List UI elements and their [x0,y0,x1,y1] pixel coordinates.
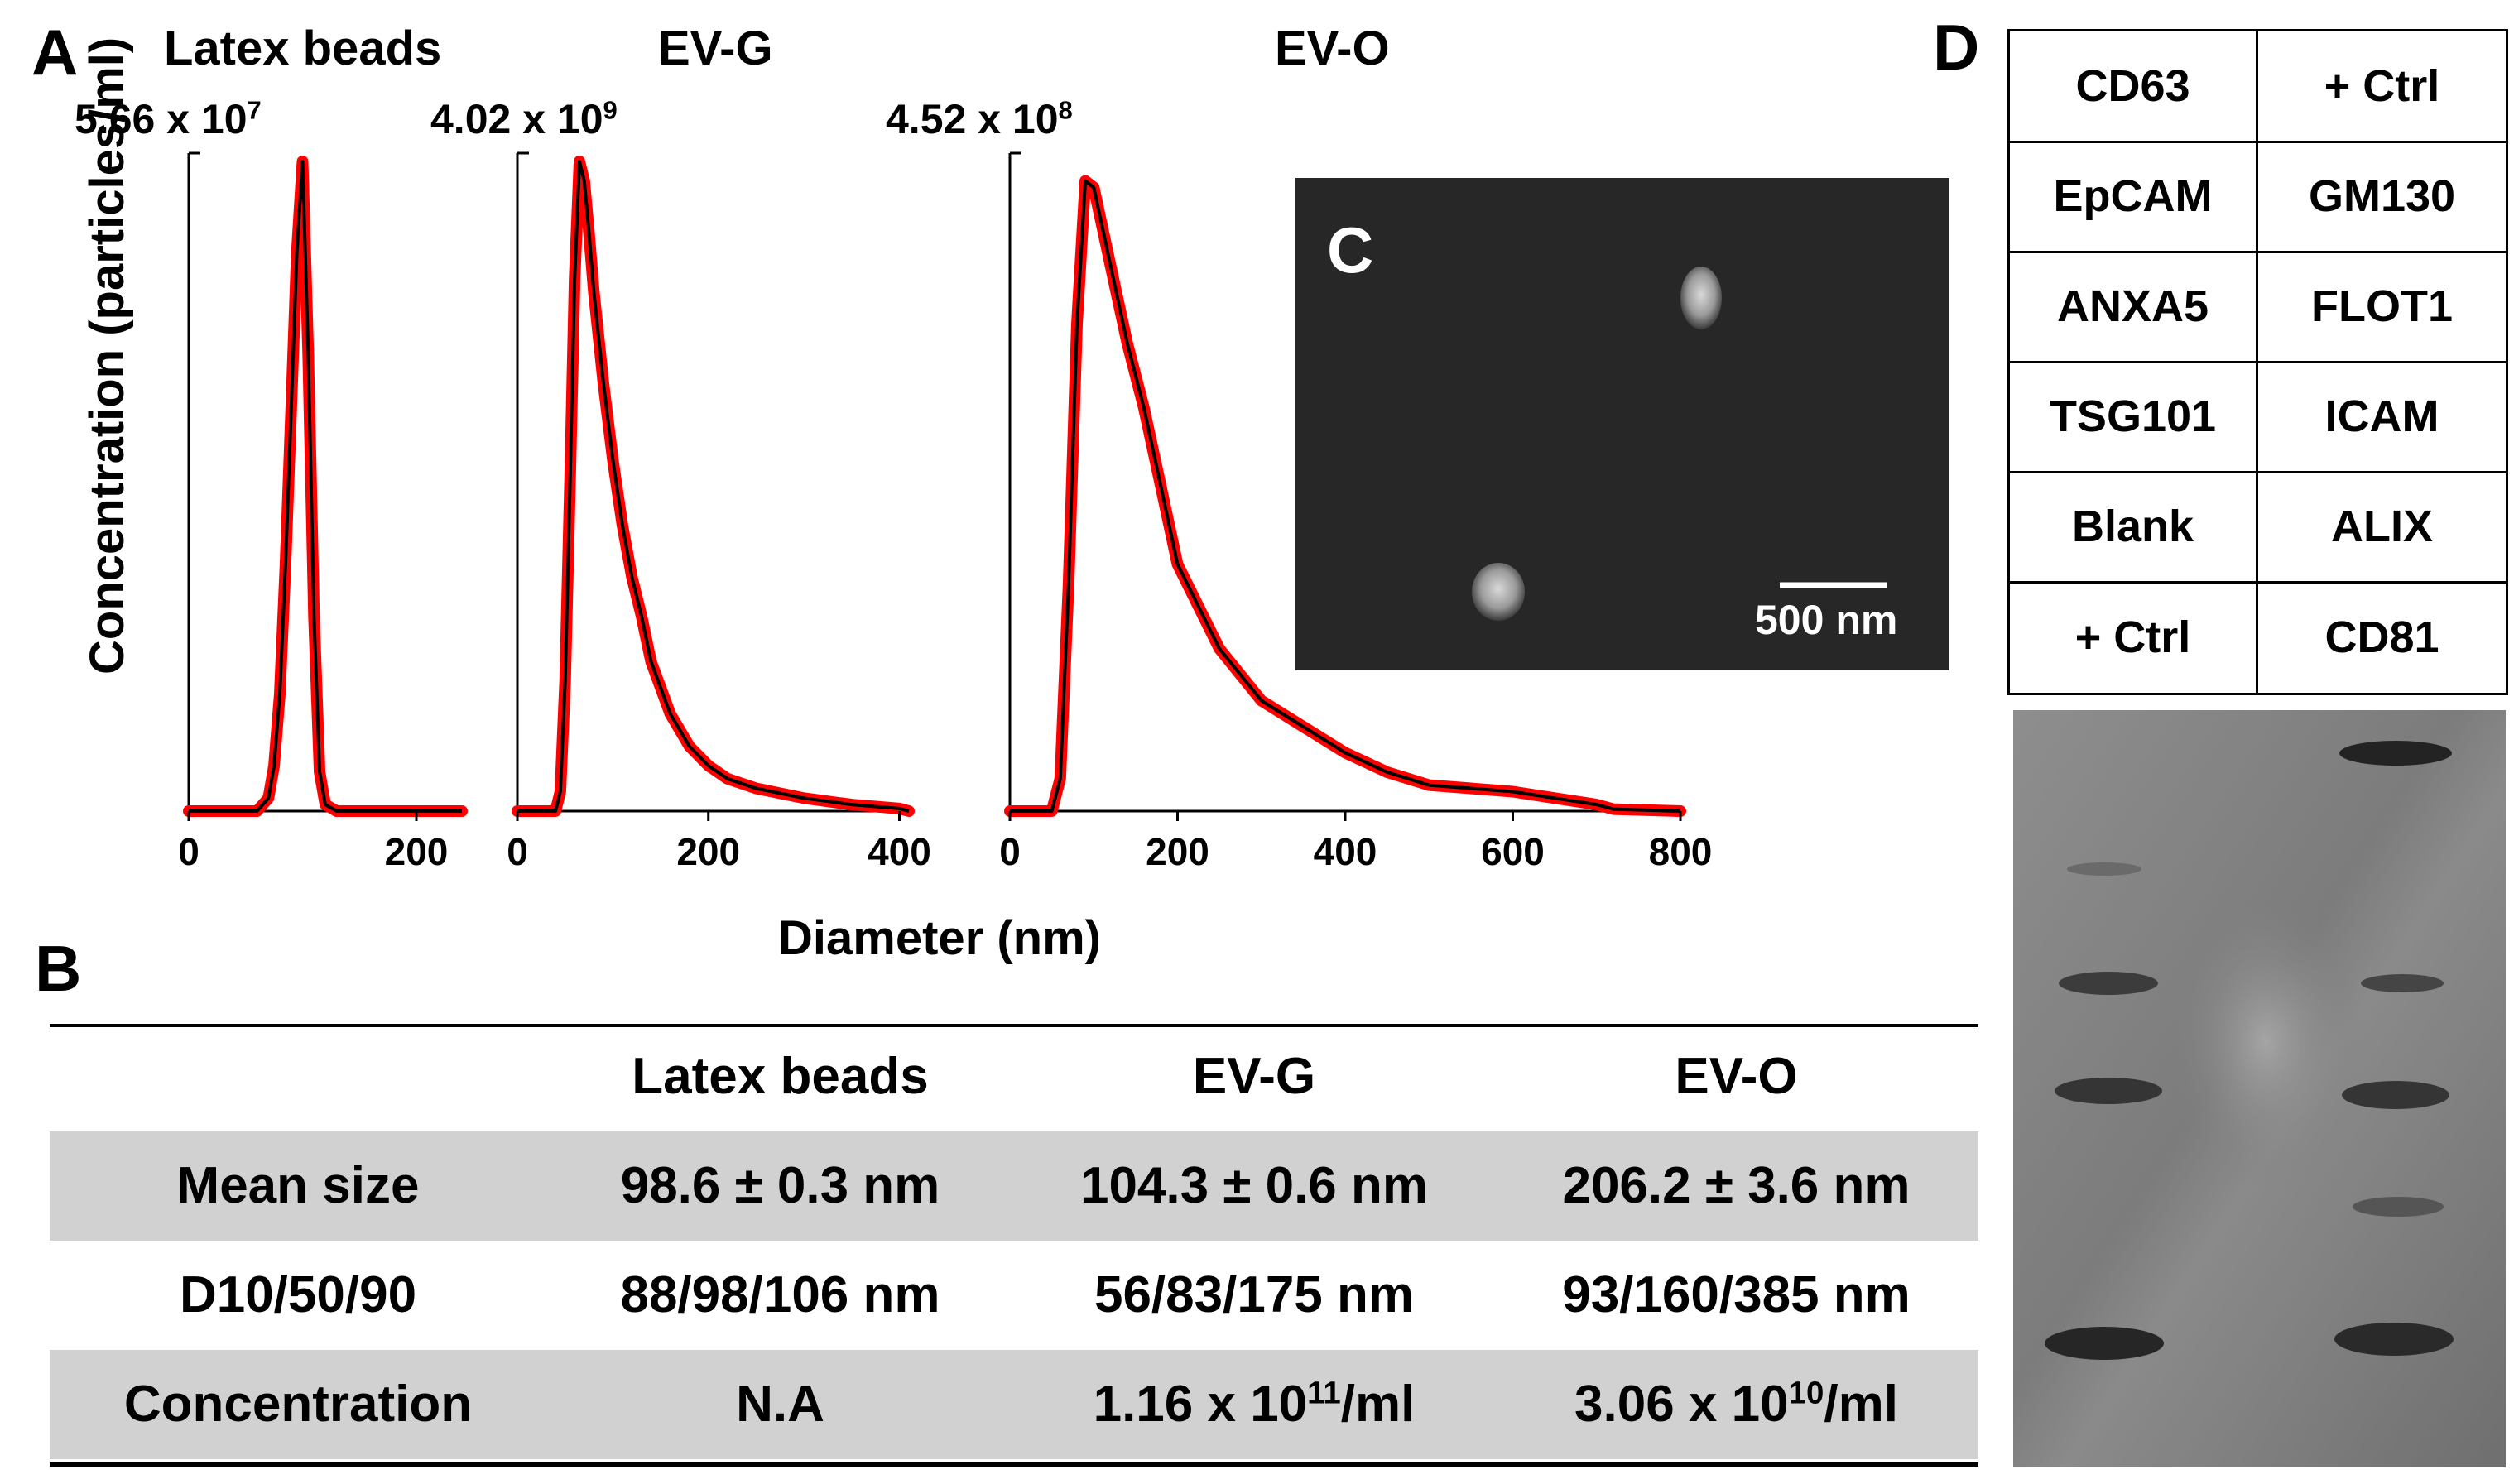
scale-bar-label: 500 nm [1755,597,1898,643]
panel-letter-b: B [35,932,82,1005]
sem-image: C 500 nm [1295,178,1949,670]
chart-title-latex: Latex beads [164,22,442,75]
peak-label-latex: 5.66 x 107 [75,95,262,142]
table-row-mean-size: Mean size 98.6 ± 0.3 nm 104.3 ± 0.6 nm 2… [50,1131,1978,1241]
x-tick-label: 400 [1314,830,1377,873]
blot-dot [2334,1323,2454,1356]
header-evo: EV-O [1675,1048,1798,1105]
x-tick-label: 0 [999,830,1021,873]
grid-divider [2010,141,2506,143]
array-cell: FLOT1 [2311,281,2453,331]
x-axis-label: Diameter (nm) [778,911,1101,965]
panel-letter-d: D [1933,11,1980,84]
blot-dot [2067,862,2141,876]
grid-divider [2010,361,2506,363]
table-row-concentration: Concentration N.A 1.16 x 1011/ml 3.06 x … [50,1350,1978,1459]
x-tick-label: 0 [178,830,199,873]
vesicle-particle [1680,267,1722,329]
blot-dot [2361,974,2444,992]
dot-blot-image [2013,710,2506,1467]
grid-divider [2010,581,2506,584]
blot-dot [2353,1197,2444,1217]
blot-dot [2342,1081,2449,1109]
panel-letter-c: C [1327,214,1374,286]
array-cell: + Ctrl [2324,61,2440,111]
array-cell: Blank [2071,502,2194,551]
array-cell: ALIX [2330,502,2433,551]
row-label: Concentration [123,1376,473,1433]
sem-particles [1472,267,1887,621]
array-cell: EpCAM [2053,171,2213,221]
row-label: D10/50/90 [179,1266,417,1323]
table-row-d-values: D10/50/90 88/98/106 nm 56/83/175 nm 93/1… [50,1241,1978,1350]
peak-label-evo: 4.52 x 108 [886,95,1073,142]
array-cell: CD63 [2075,61,2190,111]
error-band-line [183,156,468,817]
table-header-row: Latex beads EV-G EV-O [50,1022,1978,1131]
header-evg: EV-G [1192,1048,1316,1105]
blot-dot [2055,1078,2162,1104]
blot-dot [2059,972,2158,995]
x-tick-label: 0 [507,830,528,873]
x-tick-label: 800 [1649,830,1713,873]
x-tick-label: 200 [676,830,740,873]
vesicle-particle [1472,563,1525,621]
array-cell: + Ctrl [2074,612,2191,662]
x-tick-label: 600 [1481,830,1545,873]
array-cell: CD81 [2324,612,2439,662]
size-distribution-charts: 0 200 0 200 400 0 200 400 600 800 [178,151,1713,873]
header-latex: Latex beads [632,1048,929,1105]
row-label: Mean size [176,1157,420,1214]
cell: 93/160/385 nm [1562,1266,1911,1323]
summary-table: Latex beads EV-G EV-O Mean size 98.6 ± 0… [50,1022,1978,1459]
mean-series-line [1010,179,1681,813]
array-cell: ICAM [2324,391,2439,441]
mean-series-line [517,160,910,813]
chart-title-evg: EV-G [658,22,773,75]
cell: 56/83/175 nm [1094,1266,1415,1323]
x-tick-label: 400 [868,830,931,873]
array-cell: ANXA5 [2056,281,2209,331]
antibody-array-layout: CD63 + Ctrl EpCAM GM130 ANXA5 FLOT1 TSG1… [2007,29,2508,695]
grid-divider [2010,471,2506,473]
chart-title-evo: EV-O [1275,22,1390,75]
cell: N.A [736,1376,824,1433]
x-tick-label: 200 [1146,830,1209,873]
cell: 104.3 ± 0.6 nm [1079,1157,1429,1214]
mean-series-line [189,160,462,813]
array-cell: GM130 [2308,171,2456,221]
grid-divider [2010,251,2506,253]
x-tick-label: 200 [385,830,449,873]
cell: 1.16 x 1011/ml [1093,1375,1416,1433]
table-bottom-rule [50,1462,1978,1467]
cell: 206.2 ± 3.6 nm [1562,1157,1911,1214]
blot-glare [2166,892,2365,1190]
cell: 88/98/106 nm [620,1266,940,1323]
peak-label-evg: 4.02 x 109 [430,95,618,142]
panel-letter-a: A [31,16,79,89]
blot-dot [2339,741,2452,766]
blot-dot [2045,1327,2164,1360]
table-top-rule [50,1024,1978,1027]
cell: 98.6 ± 0.3 nm [620,1157,940,1214]
array-cell: TSG101 [2049,391,2217,441]
cell: 3.06 x 1010/ml [1574,1375,1898,1433]
